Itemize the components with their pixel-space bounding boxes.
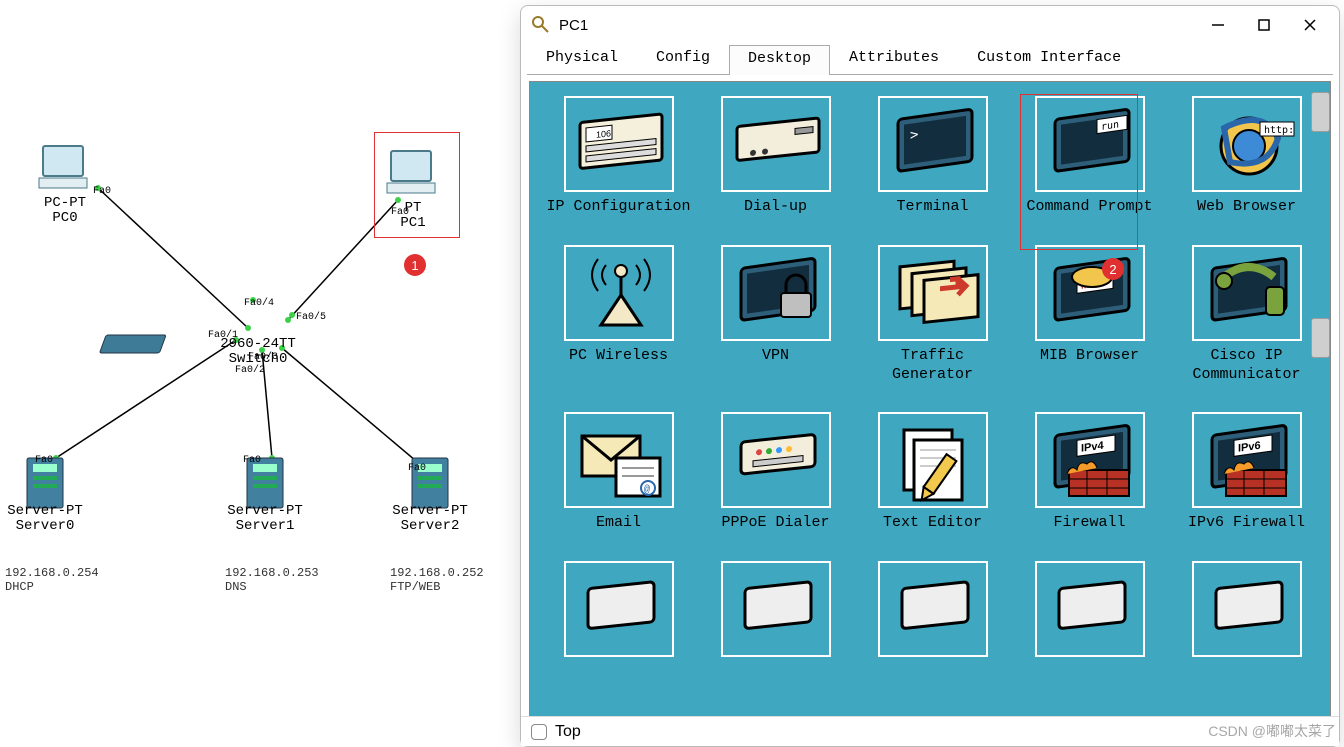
app-label: Dial-up bbox=[703, 198, 848, 217]
term-icon[interactable]: > bbox=[878, 96, 988, 192]
callout-badge-2: 2 bbox=[1102, 258, 1124, 280]
web-icon[interactable]: http: bbox=[1192, 96, 1302, 192]
node-label-s2: Server-PTServer2 bbox=[375, 504, 485, 535]
callout-box-pc1 bbox=[374, 132, 460, 238]
port-label: Fa0 bbox=[35, 455, 53, 466]
stub-icon[interactable] bbox=[564, 561, 674, 657]
tab-custom-interface[interactable]: Custom Interface bbox=[958, 44, 1140, 74]
watermark: CSDN @嘟嘟太菜了 bbox=[1208, 721, 1336, 741]
app-ip-configuration: 106 IP Configuration bbox=[546, 96, 691, 217]
app-stub bbox=[1017, 561, 1162, 663]
app-web-browser: http: Web Browser bbox=[1174, 96, 1319, 217]
text-icon[interactable] bbox=[878, 412, 988, 508]
tab-attributes[interactable]: Attributes bbox=[830, 44, 958, 74]
app-cisco-ip-communicator: Cisco IP Communicator bbox=[1174, 245, 1319, 385]
svg-text:@: @ bbox=[644, 484, 650, 496]
app-vpn: VPN bbox=[703, 245, 848, 385]
svg-text:http:: http: bbox=[1264, 125, 1294, 136]
app-label: Cisco IP Communicator bbox=[1174, 347, 1319, 385]
card-icon[interactable]: 106 bbox=[564, 96, 674, 192]
app-dial-up: Dial-up bbox=[703, 96, 848, 217]
tab-bar: PhysicalConfigDesktopAttributesCustom In… bbox=[527, 44, 1333, 74]
pc1-window: PC1 PhysicalConfigDesktopAttributesCusto… bbox=[520, 5, 1340, 747]
app-traffic-generator: Traffic Generator bbox=[860, 245, 1005, 385]
app-label: Firewall bbox=[1017, 514, 1162, 533]
ip-label-s2: 192.168.0.252FTP/WEB bbox=[390, 566, 484, 595]
port-label: Fa0 bbox=[408, 463, 426, 474]
svg-text:106: 106 bbox=[596, 128, 611, 140]
tab-underline bbox=[527, 74, 1333, 75]
tab-physical[interactable]: Physical bbox=[527, 44, 637, 74]
app-label: PC Wireless bbox=[546, 347, 691, 366]
mib-icon[interactable]: M I B bbox=[1035, 245, 1145, 341]
app-firewall: IPv4 Firewall bbox=[1017, 412, 1162, 533]
app-stub bbox=[860, 561, 1005, 663]
app-label: IPv6 Firewall bbox=[1174, 514, 1319, 533]
switch-port-label: Fa0/4 bbox=[244, 298, 274, 309]
minimize-button[interactable] bbox=[1195, 10, 1241, 40]
app-pc-wireless: PC Wireless bbox=[546, 245, 691, 385]
scrollbar-mid[interactable] bbox=[1311, 318, 1330, 358]
switch-port-label: Fa0/2 bbox=[235, 365, 265, 376]
switch-port-label: Fa0/1 bbox=[208, 330, 238, 341]
email-icon[interactable]: @ bbox=[564, 412, 674, 508]
app-label: Traffic Generator bbox=[860, 347, 1005, 385]
app-label: MIB Browser bbox=[1017, 347, 1162, 366]
apps-grid: 106IP ConfigurationDial-up>TerminalrunCo… bbox=[530, 82, 1330, 673]
stub-icon[interactable] bbox=[1035, 561, 1145, 657]
app-label: Web Browser bbox=[1174, 198, 1319, 217]
fw4-icon[interactable]: IPv4 bbox=[1035, 412, 1145, 508]
app-label: Email bbox=[546, 514, 691, 533]
top-checkbox-label: Top bbox=[555, 723, 581, 741]
stub-icon[interactable] bbox=[1192, 561, 1302, 657]
app-stub bbox=[546, 561, 691, 663]
vpn-icon[interactable] bbox=[721, 245, 831, 341]
network-topology: PC-PTPC0Fa0PTPC1Fa02960-24TTSwitch0Serve… bbox=[0, 0, 520, 680]
switch-port-label: Fa0/5 bbox=[296, 312, 326, 323]
app-stub bbox=[703, 561, 848, 663]
maximize-button[interactable] bbox=[1241, 10, 1287, 40]
pppoe-icon[interactable] bbox=[721, 412, 831, 508]
top-checkbox[interactable] bbox=[531, 724, 547, 740]
window-title: PC1 bbox=[559, 17, 1195, 34]
app-mib-browser: M I B MIB Browser bbox=[1017, 245, 1162, 385]
window-icon bbox=[531, 15, 551, 35]
node-label-s0: Server-PTServer0 bbox=[0, 504, 100, 535]
app-label: Terminal bbox=[860, 198, 1005, 217]
node-label-pc0: PC-PTPC0 bbox=[10, 196, 120, 227]
app-ipv6-firewall: IPv6 IPv6 Firewall bbox=[1174, 412, 1319, 533]
scrollbar-top[interactable] bbox=[1311, 92, 1330, 132]
app-stub bbox=[1174, 561, 1319, 663]
desktop-panel: 106IP ConfigurationDial-up>TerminalrunCo… bbox=[529, 81, 1331, 717]
stub-icon[interactable] bbox=[878, 561, 988, 657]
port-label: Fa0 bbox=[243, 455, 261, 466]
node-label-s1: Server-PTServer1 bbox=[210, 504, 320, 535]
close-button[interactable] bbox=[1287, 10, 1333, 40]
svg-text:>: > bbox=[910, 127, 918, 144]
titlebar: PC1 bbox=[521, 6, 1339, 44]
app-label: IP Configuration bbox=[546, 198, 691, 217]
tab-config[interactable]: Config bbox=[637, 44, 729, 74]
fw6-icon[interactable]: IPv6 bbox=[1192, 412, 1302, 508]
app-terminal: > Terminal bbox=[860, 96, 1005, 217]
ip-label-s1: 192.168.0.253DNS bbox=[225, 566, 319, 595]
callout-badge-1: 1 bbox=[404, 254, 426, 276]
stub-icon[interactable] bbox=[721, 561, 831, 657]
ip-label-s0: 192.168.0.254DHCP bbox=[5, 566, 99, 595]
app-email: @ Email bbox=[546, 412, 691, 533]
callout-box-cmd bbox=[1020, 94, 1138, 250]
wifi-icon[interactable] bbox=[564, 245, 674, 341]
app-label: PPPoE Dialer bbox=[703, 514, 848, 533]
switch-port-label: Fa0/3 bbox=[248, 352, 278, 363]
phone-icon[interactable] bbox=[1192, 245, 1302, 341]
traffic-icon[interactable] bbox=[878, 245, 988, 341]
app-label: Text Editor bbox=[860, 514, 1005, 533]
modem-icon[interactable] bbox=[721, 96, 831, 192]
tab-desktop[interactable]: Desktop bbox=[729, 45, 830, 75]
app-pppoe-dialer: PPPoE Dialer bbox=[703, 412, 848, 533]
app-label: VPN bbox=[703, 347, 848, 366]
app-text-editor: Text Editor bbox=[860, 412, 1005, 533]
port-label: Fa0 bbox=[93, 186, 111, 197]
